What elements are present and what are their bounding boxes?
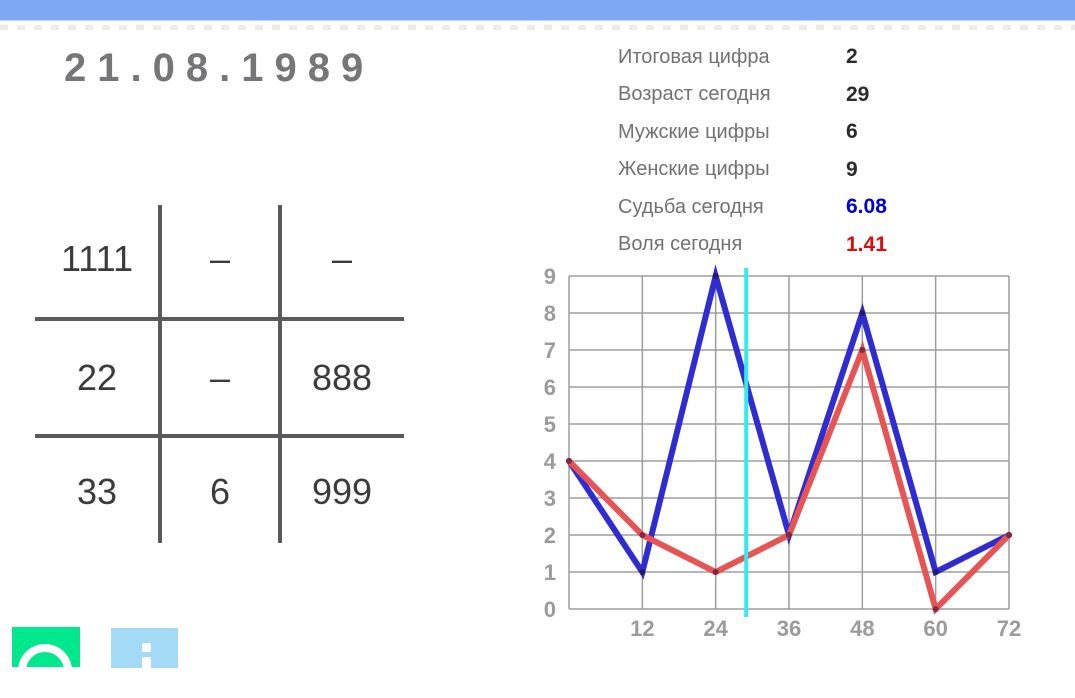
matrix-cell: 888	[311, 356, 373, 398]
data-point	[566, 458, 572, 464]
y-tick-label: 7	[544, 338, 556, 363]
data-point	[932, 606, 939, 612]
data-point	[712, 273, 719, 279]
matrix-cells: 1111 – – 22 – 888 33 6 999	[34, 199, 404, 548]
matrix-cell: –	[209, 238, 231, 279]
stat-row: Женские цифры 9	[618, 157, 1058, 181]
matrix-cell: 33	[76, 471, 118, 512]
y-tick-label: 0	[544, 597, 556, 622]
stat-row: Судьба сегодня 6.08	[618, 195, 1058, 218]
y-tick-label: 9	[544, 264, 556, 289]
data-point	[639, 532, 646, 538]
y-tick-label: 1	[544, 560, 556, 585]
matrix-cell: 1111	[60, 238, 134, 279]
y-tick-label: 5	[544, 412, 556, 437]
stat-value: 9	[846, 157, 858, 181]
stat-row: Мужские цифры 6	[618, 120, 1058, 143]
data-point	[1006, 532, 1012, 538]
x-tick-label: 48	[850, 616, 874, 641]
matrix-cell: –	[331, 238, 353, 279]
stat-value: 6.08	[846, 195, 887, 218]
matrix-cell: 6	[209, 471, 231, 512]
data-point	[712, 569, 719, 575]
matrix-line-vertical-2	[278, 205, 282, 543]
matrix-line-horizontal-2	[35, 434, 404, 438]
stat-label: Женские цифры	[618, 158, 770, 180]
info-icon	[142, 643, 151, 652]
header-divider	[0, 25, 1075, 30]
data-point	[566, 458, 572, 464]
y-tick-label: 2	[544, 523, 556, 548]
data-point	[786, 532, 792, 538]
y-tick-label: 8	[544, 301, 556, 326]
matrix-cell: 22	[76, 356, 118, 398]
stat-label: Возраст сегодня	[618, 83, 771, 105]
refresh-icon	[18, 644, 72, 698]
y-tick-label: 4	[544, 449, 557, 474]
stat-row: Возраст сегодня 29	[618, 82, 1058, 106]
stat-value: 6	[846, 120, 858, 143]
matrix-line-horizontal-1	[35, 317, 404, 321]
x-tick-label: 24	[703, 616, 728, 641]
data-point	[786, 532, 792, 538]
stat-value: 2	[846, 45, 858, 68]
y-tick-label: 6	[544, 375, 556, 400]
stat-value: 1.41	[846, 232, 887, 256]
birthdate-display: 21.08.1989	[64, 46, 375, 90]
stat-row: Воля сегодня 1.41	[618, 232, 1058, 256]
x-tick-label: 36	[777, 616, 801, 641]
matrix-cell: 999	[311, 471, 373, 512]
stats-panel: Итоговая цифра 2 Возраст сегодня 29 Мужские …	[618, 45, 1058, 271]
stat-label: Мужские цифры	[618, 120, 770, 143]
data-point	[859, 347, 866, 353]
series-line	[566, 340, 1012, 615]
series-line	[566, 264, 1012, 580]
stat-label: Воля сегодня	[618, 233, 743, 255]
data-point	[932, 569, 939, 575]
y-tick-label: 3	[544, 486, 556, 511]
info-icon-stem	[142, 657, 151, 673]
data-point	[1006, 532, 1012, 538]
refresh-button[interactable]	[12, 627, 80, 698]
matrix-cell: –	[209, 356, 231, 398]
top-bar	[0, 0, 1075, 21]
data-point	[859, 310, 866, 316]
x-tick-label: 12	[630, 616, 654, 641]
info-button[interactable]	[111, 628, 178, 673]
data-point	[639, 569, 646, 575]
stat-label: Итоговая цифра	[618, 45, 770, 68]
stat-row: Итоговая цифра 2	[618, 45, 1058, 68]
stat-label: Судьба сегодня	[618, 195, 764, 218]
stat-value: 29	[846, 82, 870, 106]
matrix-line-vertical-1	[158, 205, 162, 543]
x-tick-label: 60	[923, 616, 947, 641]
x-tick-label: 72	[997, 616, 1021, 641]
